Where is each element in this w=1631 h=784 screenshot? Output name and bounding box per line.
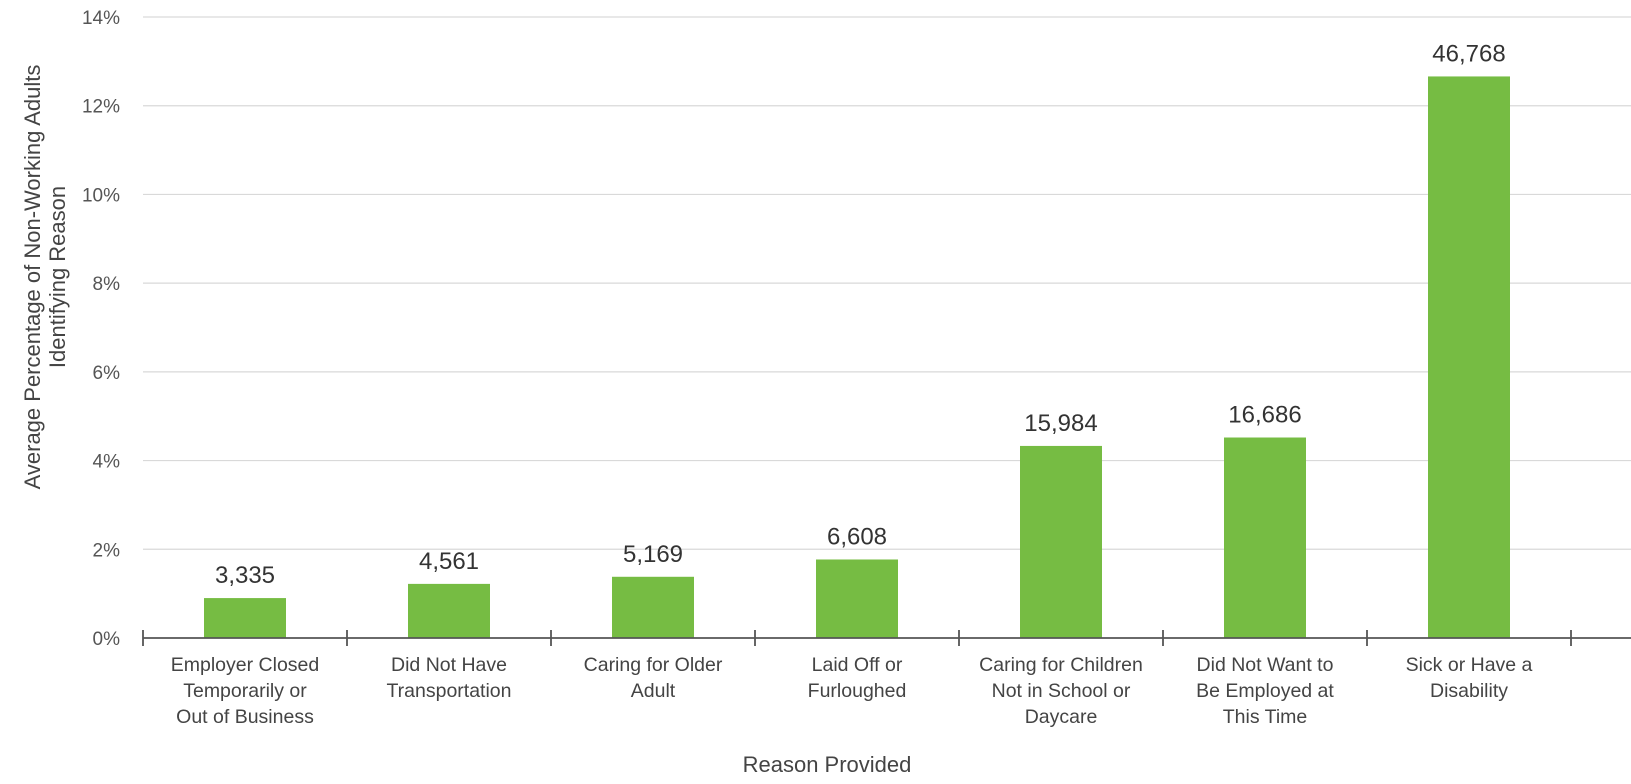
category-label-line: Transportation (386, 680, 511, 702)
data-label: 6,608 (827, 523, 887, 550)
y-tick-label: 14% (82, 8, 120, 29)
y-tick-label: 4% (93, 452, 121, 473)
category-label-line: Not in School or (992, 680, 1131, 702)
category-label-line: Furloughed (808, 680, 907, 702)
category-label: Did Not Have Transportation (386, 654, 511, 702)
bar (1428, 76, 1510, 638)
category-label-line: Did Not Want to (1197, 654, 1334, 676)
category-label-line: Sick or Have a (1406, 654, 1533, 676)
y-tick-label: 12% (82, 97, 120, 118)
category-label-line: Did Not Have (391, 654, 507, 676)
category-label: Employer Closed Temporarily or Out of Busi… (171, 654, 319, 728)
bar (408, 583, 490, 638)
bar (612, 576, 694, 638)
data-label: 46,768 (1432, 40, 1505, 67)
category-label: Sick or Have a Disability (1406, 654, 1533, 702)
y-axis-title-line: Average Percentage of Non-Working Adults (20, 65, 45, 490)
y-tick-label: 6% (93, 363, 121, 384)
category-label-line: This Time (1223, 706, 1308, 728)
category-label-line: Laid Off or (812, 654, 903, 676)
category-label: Caring for Older Adult (584, 654, 723, 702)
x-axis (142, 630, 1631, 646)
category-label-line: Caring for Older (584, 654, 723, 676)
bar (816, 559, 898, 638)
y-tick-label: 8% (93, 274, 121, 295)
y-tick-label: 10% (82, 185, 120, 206)
bar (1224, 437, 1306, 638)
category-label-line: Adult (631, 680, 676, 702)
category-label-line: Out of Business (176, 706, 314, 728)
category-label-line: Daycare (1025, 706, 1098, 728)
category-label-line: Be Employed at (1196, 680, 1334, 702)
category-label-line: Caring for Children (979, 654, 1143, 676)
y-axis-title: Average Percentage of Non-Working Adults… (20, 65, 70, 490)
category-labels: Employer Closed Temporarily or Out of Busi… (171, 654, 1533, 728)
category-label: Did Not Want to Be Employed at This Time (1196, 654, 1334, 728)
grid-lines (143, 16, 1631, 550)
category-label: Caring for Children Not in School or Dayca… (979, 654, 1143, 728)
category-label-line: Temporarily or (183, 680, 307, 702)
x-axis-title: Reason Provided (743, 752, 912, 777)
data-label: 5,169 (623, 541, 683, 568)
y-axis-title-line: Identifying Reason (45, 186, 70, 368)
data-label: 4,561 (419, 548, 479, 575)
category-label: Laid Off or Furloughed (808, 654, 907, 702)
y-tick-label: 2% (93, 540, 121, 561)
y-tick-label: 0% (93, 629, 121, 650)
data-label: 15,984 (1024, 410, 1097, 437)
category-label-line: Disability (1430, 680, 1508, 702)
data-label: 16,686 (1228, 402, 1301, 429)
data-label: 3,335 (215, 562, 275, 589)
data-labels: 3,335 4,561 5,169 6,608 15,984 16,686 46,768 (215, 40, 1506, 589)
category-label-line: Employer Closed (171, 654, 319, 676)
bar (204, 598, 286, 638)
bars (204, 76, 1510, 638)
y-axis-ticks: 0% 2% 4% 6% 8% 10% 12% 14% (82, 8, 120, 650)
bar (1020, 445, 1102, 638)
